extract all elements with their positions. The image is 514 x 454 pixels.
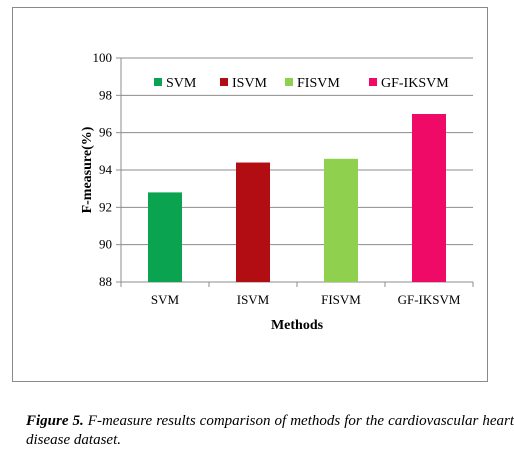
- bars: [148, 114, 446, 282]
- x-tick-label: FISVM: [321, 292, 361, 307]
- legend-label: ISVM: [232, 76, 268, 91]
- y-tick-label: 100: [93, 50, 113, 65]
- legend-label: GF-IKSVM: [381, 76, 449, 91]
- bar-chart: 88 90 92 94 96 98 100 SVM ISVM FISVM GF-IKSVM SVM I…: [80, 50, 474, 333]
- legend: SVM ISVM FISVM GF-IKSVM: [154, 76, 449, 91]
- legend-swatch: [220, 78, 228, 86]
- legend-label: SVM: [166, 76, 197, 91]
- x-tick-label: ISVM: [237, 292, 270, 307]
- bar-fisvm: [324, 158, 358, 282]
- y-axis-title: F-measure(%): [80, 126, 95, 213]
- y-tick-label: 98: [99, 87, 112, 102]
- caption-text: F-measure results comparison of methods …: [26, 413, 514, 448]
- legend-swatch: [369, 78, 377, 86]
- y-tick-label: 94: [99, 162, 113, 177]
- legend-swatch: [285, 78, 293, 86]
- tick-labels: 88 90 92 94 96 98 100 SVM ISVM FISVM GF-IKSVM: [93, 50, 461, 307]
- bar-gf-iksvm: [412, 114, 446, 282]
- y-tick-label: 92: [99, 199, 112, 214]
- x-tick-label: SVM: [151, 292, 180, 307]
- y-tick-label: 90: [99, 237, 112, 252]
- bar-isvm: [236, 162, 270, 282]
- figure-caption: Figure 5. F-measure results comparison o…: [26, 412, 514, 450]
- x-axis-title: Methods: [271, 318, 324, 333]
- y-tick-label: 96: [99, 125, 113, 140]
- chart-frame: 88 90 92 94 96 98 100 SVM ISVM FISVM GF-IKSVM SVM I…: [12, 7, 488, 382]
- x-tick-label: GF-IKSVM: [398, 292, 461, 307]
- bar-svm: [148, 192, 182, 282]
- legend-swatch: [154, 78, 162, 86]
- caption-label: Figure 5.: [26, 413, 84, 429]
- y-tick-label: 88: [99, 274, 112, 289]
- legend-label: FISVM: [297, 76, 340, 91]
